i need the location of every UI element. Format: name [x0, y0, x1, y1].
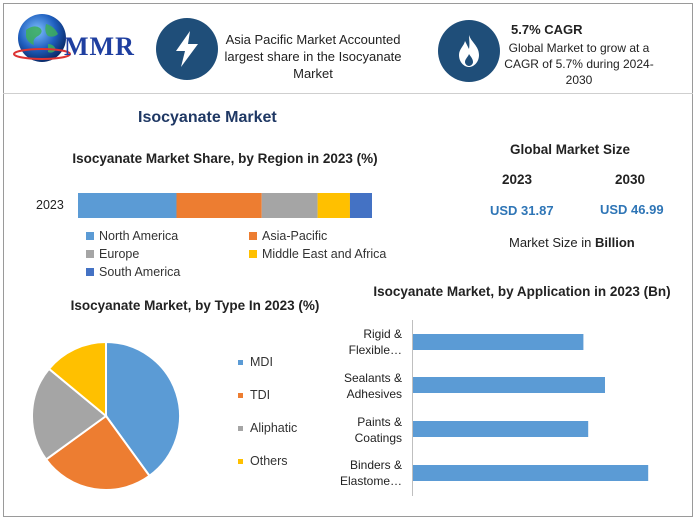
market-size-value-2023: USD 31.87 [490, 203, 554, 218]
region-legend-col-2: Asia-Pacific Middle East and Africa [249, 229, 419, 261]
legend-swatch [238, 359, 243, 365]
market-size-value-2030: USD 46.99 [600, 202, 664, 217]
page-title: Isocyanate Market [138, 109, 277, 126]
header-divider [3, 93, 693, 94]
app-label-sealants-adhesives: Sealants & Adhesives [343, 371, 402, 401]
legend-swatch [238, 458, 243, 464]
legend-swatch [238, 392, 243, 398]
legend-label: TDI [250, 388, 271, 402]
type-pie-chart [31, 340, 181, 491]
market-size-note-prefix: Market Size in [509, 235, 595, 250]
pie-slice-others [47, 340, 107, 419]
application-chart-title: Isocyanate Market, by Application in 202… [373, 284, 671, 299]
legend-swatch [86, 250, 94, 258]
logo-text: MMR [64, 32, 135, 61]
legend-item-tdi: TDI [238, 388, 297, 402]
market-size-year-2030: 2030 [615, 172, 646, 187]
application-bar-3 [413, 421, 589, 437]
market-size-year-2023: 2023 [502, 172, 533, 187]
legend-item-europe: Europe [86, 247, 256, 261]
legend-item-mdi: MDI [238, 355, 297, 369]
cagr-badge [438, 20, 500, 82]
legend-label: Europe [99, 247, 140, 261]
legend-item-asia-pacific: Asia-Pacific [249, 229, 419, 243]
legend-swatch [238, 425, 243, 431]
legend-label: North America [99, 229, 179, 243]
app-label-rigid-flexible: Rigid & Flexible… [348, 327, 402, 357]
region-chart-category-label: 2023 [36, 198, 64, 212]
region-bar-segment-middle-east-and-africa [317, 193, 350, 218]
legend-item-aliphatic: Aliphatic [238, 421, 297, 435]
region-bar-segment-north-america [78, 193, 177, 218]
application-bar-1 [413, 334, 584, 350]
application-bar-2 [413, 377, 605, 393]
highlight-text: Asia Pacific Market Accounted largest sh… [224, 32, 402, 81]
pie-slice-mdi [105, 340, 181, 478]
region-legend-col-1: North America Europe South America [86, 229, 256, 279]
legend-swatch [249, 250, 257, 258]
app-label-binders-elastomers: Binders & Elastome… [339, 458, 402, 488]
highlight-badge [156, 18, 218, 80]
region-stacked-bar [78, 193, 372, 218]
legend-item-north-america: North America [86, 229, 256, 243]
legend-item-middle-east-africa: Middle East and Africa [249, 247, 419, 261]
legend-label: Others [250, 454, 288, 468]
legend-swatch [249, 232, 257, 240]
mmr-logo: MMR [12, 10, 144, 66]
market-size-note: Market Size in Billion [509, 235, 635, 250]
cagr-text: Global Market to grow at a CAGR of 5.7% … [504, 41, 654, 87]
flame-icon [459, 35, 479, 67]
market-size-note-unit: Billion [594, 235, 635, 250]
legend-label: Middle East and Africa [262, 247, 387, 261]
region-bar-segment-south-america [349, 193, 372, 218]
type-legend: MDI TDI Aliphatic Others [238, 355, 297, 468]
legend-item-others: Others [238, 454, 297, 468]
legend-swatch [86, 268, 94, 276]
region-chart-title: Isocyanate Market Share, by Region in 20… [72, 151, 378, 166]
type-chart-title: Isocyanate Market, by Type In 2023 (%) [70, 298, 320, 313]
cagr-title: 5.7% CAGR [511, 22, 583, 37]
globe-icon [13, 14, 71, 62]
app-label-paints-coatings: Paints & Coatings [354, 415, 402, 445]
legend-label: MDI [250, 355, 273, 369]
region-bar-segment-asia-pacific [176, 193, 262, 218]
legend-swatch [86, 232, 94, 240]
application-bar-4 [413, 465, 649, 481]
legend-label: Asia-Pacific [262, 229, 328, 243]
region-bar-segment-europe [261, 193, 318, 218]
pie-slice-aliphatic [31, 367, 108, 461]
legend-label: Aliphatic [250, 421, 298, 435]
application-bar-chart [412, 320, 649, 496]
market-size-title: Global Market Size [509, 142, 631, 157]
pie-slice-tdi [44, 414, 151, 491]
infographic-frame [3, 3, 693, 517]
legend-item-south-america: South America [86, 265, 256, 279]
legend-label: South America [99, 265, 181, 279]
lightning-bolt-icon [176, 31, 198, 67]
